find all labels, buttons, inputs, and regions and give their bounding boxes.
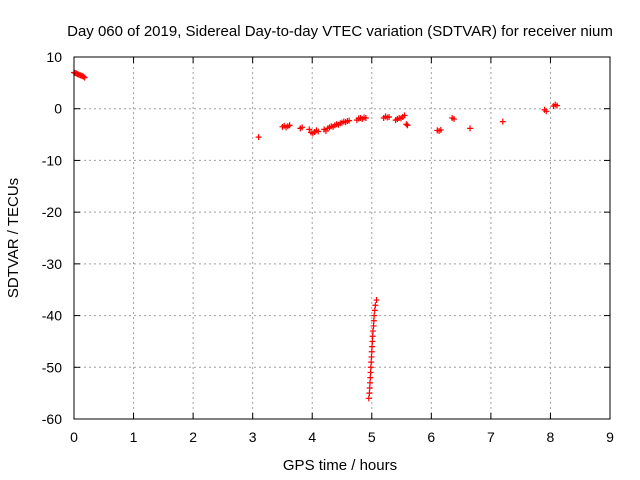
x-axis-label: GPS time / hours (283, 457, 397, 474)
x-tick-label: 1 (130, 429, 138, 445)
x-tick-label: 9 (606, 429, 614, 445)
x-tick-label: 3 (249, 429, 257, 445)
y-tick-label: -10 (42, 152, 62, 168)
data-point-marker (367, 364, 374, 371)
data-point-marker (372, 302, 379, 309)
data-point-marker (367, 369, 374, 376)
data-point-marker (386, 113, 393, 120)
chart-title: Day 060 of 2019, Sidereal Day-to-day VTE… (67, 23, 613, 40)
x-tick-label: 2 (189, 429, 197, 445)
data-point-marker (286, 122, 293, 129)
data-point-marker (467, 125, 474, 132)
y-tick-label: -50 (42, 359, 62, 375)
data-point-marker (369, 338, 376, 345)
points-layer (71, 69, 560, 402)
data-point-marker (368, 348, 375, 355)
data-point-marker (499, 118, 506, 125)
data-point-marker (366, 379, 373, 386)
data-point-marker (306, 126, 313, 133)
data-point-marker (373, 297, 380, 304)
data-point-marker (81, 74, 88, 81)
data-point-marker (403, 121, 410, 128)
x-tick-label: 0 (70, 429, 78, 445)
data-point-marker (369, 333, 376, 340)
data-point-marker (371, 312, 378, 319)
x-tick-label: 5 (368, 429, 376, 445)
data-point-marker (80, 73, 87, 80)
data-point-marker (369, 343, 376, 350)
y-tick-label: -40 (42, 308, 62, 324)
data-point-marker (553, 102, 560, 109)
y-tick-label: 10 (46, 49, 62, 65)
x-tick-label: 6 (427, 429, 435, 445)
data-point-marker (367, 374, 374, 381)
x-tick-label: 7 (487, 429, 495, 445)
data-point-marker (543, 108, 550, 115)
data-point-marker (371, 307, 378, 314)
data-point-marker (366, 390, 373, 397)
data-point-marker (404, 122, 411, 129)
data-point-marker (450, 116, 457, 123)
data-point-marker (255, 134, 262, 141)
grid-layer (74, 57, 610, 419)
data-point-marker (368, 359, 375, 366)
y-tick-label: -30 (42, 256, 62, 272)
data-point-marker (346, 117, 353, 124)
x-tick-label: 4 (308, 429, 316, 445)
data-point-marker (370, 317, 377, 324)
y-tick-label: -20 (42, 204, 62, 220)
data-point-marker (362, 115, 369, 122)
data-point-marker (315, 128, 322, 135)
ticks-layer: 0 1 2 3 4 5 6 7 8 9 -60 -50 -40 -30 -20 -10 0 10 (42, 49, 614, 445)
data-point-marker (365, 395, 372, 402)
data-point-marker (366, 384, 373, 391)
data-point-marker (401, 112, 408, 119)
plot-frame (73, 56, 611, 420)
data-point-marker (299, 124, 306, 131)
x-tick-label: 8 (547, 429, 555, 445)
y-tick-label: 0 (54, 101, 62, 117)
data-point-marker (437, 126, 444, 133)
data-point-marker (370, 322, 377, 329)
y-axis-label: SDTVAR / TECUs (5, 178, 22, 298)
data-point-marker (369, 328, 376, 335)
data-point-marker (368, 353, 375, 360)
y-tick-label: -60 (42, 411, 62, 427)
